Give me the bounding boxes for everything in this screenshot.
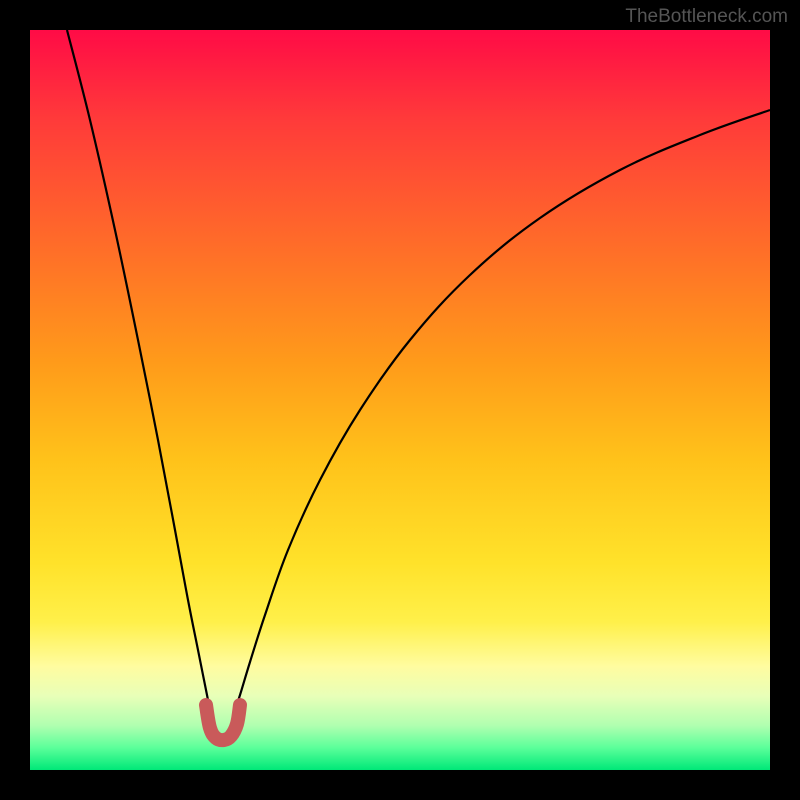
plot-area: [30, 30, 770, 770]
watermark-text: TheBottleneck.com: [625, 6, 788, 28]
valley-marker: [206, 705, 240, 740]
right-curve: [235, 110, 770, 710]
left-curve: [67, 30, 210, 710]
curves-layer: [30, 30, 770, 770]
